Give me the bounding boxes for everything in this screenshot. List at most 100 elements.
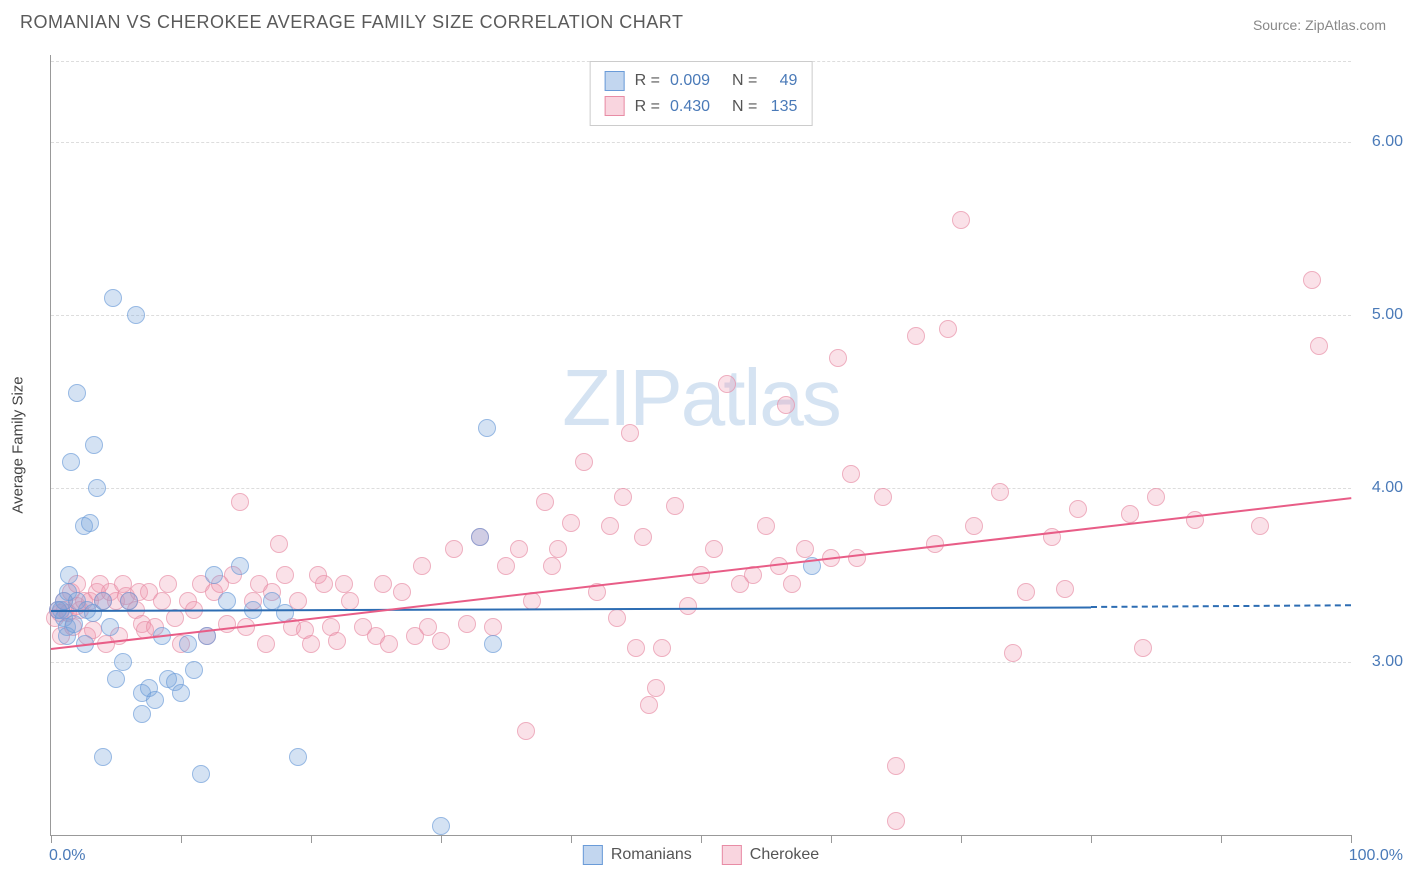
legend-r-value: 0.009 bbox=[670, 68, 710, 94]
data-point-cherokee bbox=[153, 592, 171, 610]
data-point-cherokee bbox=[335, 575, 353, 593]
legend-bottom: Romanians Cherokee bbox=[583, 845, 819, 865]
data-point-cherokee bbox=[601, 517, 619, 535]
data-point-cherokee bbox=[783, 575, 801, 593]
plot-wrapper: Average Family Size ZIPatlas R =0.009N =… bbox=[50, 55, 1350, 835]
data-point-romanians bbox=[60, 566, 78, 584]
data-point-cherokee bbox=[1069, 500, 1087, 518]
data-point-cherokee bbox=[413, 557, 431, 575]
data-point-cherokee bbox=[705, 540, 723, 558]
data-point-romanians bbox=[432, 817, 450, 835]
data-point-romanians bbox=[94, 592, 112, 610]
data-point-cherokee bbox=[445, 540, 463, 558]
data-point-cherokee bbox=[517, 722, 535, 740]
data-point-cherokee bbox=[543, 557, 561, 575]
data-point-romanians bbox=[133, 705, 151, 723]
x-tick bbox=[181, 835, 182, 843]
x-axis-min-label: 0.0% bbox=[49, 847, 85, 865]
data-point-romanians bbox=[94, 748, 112, 766]
data-point-cherokee bbox=[484, 618, 502, 636]
x-tick bbox=[831, 835, 832, 843]
x-tick bbox=[701, 835, 702, 843]
data-point-cherokee bbox=[315, 575, 333, 593]
legend-n-value: 135 bbox=[767, 94, 797, 120]
data-point-cherokee bbox=[842, 465, 860, 483]
data-point-romanians bbox=[68, 384, 86, 402]
data-point-cherokee bbox=[1303, 271, 1321, 289]
x-tick bbox=[51, 835, 52, 843]
data-point-cherokee bbox=[393, 583, 411, 601]
data-point-romanians bbox=[179, 635, 197, 653]
data-point-romanians bbox=[218, 592, 236, 610]
data-point-cherokee bbox=[887, 757, 905, 775]
data-point-romanians bbox=[114, 653, 132, 671]
data-point-cherokee bbox=[757, 517, 775, 535]
data-point-romanians bbox=[88, 479, 106, 497]
legend-n-value: 49 bbox=[767, 68, 797, 94]
data-point-cherokee bbox=[1310, 337, 1328, 355]
data-point-cherokee bbox=[627, 639, 645, 657]
legend-swatch bbox=[605, 71, 625, 91]
legend-top-row: R =0.009N =49 bbox=[605, 68, 798, 94]
data-point-cherokee bbox=[257, 635, 275, 653]
legend-n-label: N = bbox=[732, 94, 757, 120]
data-point-romanians bbox=[120, 592, 138, 610]
data-point-cherokee bbox=[1147, 488, 1165, 506]
data-point-cherokee bbox=[952, 211, 970, 229]
data-point-cherokee bbox=[1121, 505, 1139, 523]
data-point-cherokee bbox=[536, 493, 554, 511]
data-point-romanians bbox=[146, 691, 164, 709]
plot-area: ZIPatlas R =0.009N =49R =0.430N =135 0.0… bbox=[50, 55, 1351, 836]
data-point-romanians bbox=[192, 765, 210, 783]
data-point-cherokee bbox=[770, 557, 788, 575]
data-point-cherokee bbox=[848, 549, 866, 567]
data-point-cherokee bbox=[679, 597, 697, 615]
trend-line bbox=[51, 497, 1351, 650]
data-point-romanians bbox=[289, 748, 307, 766]
data-point-cherokee bbox=[1017, 583, 1035, 601]
x-tick bbox=[571, 835, 572, 843]
watermark: ZIPatlas bbox=[562, 352, 839, 444]
data-point-cherokee bbox=[458, 615, 476, 633]
data-point-cherokee bbox=[887, 812, 905, 830]
data-point-cherokee bbox=[1186, 511, 1204, 529]
data-point-cherokee bbox=[614, 488, 632, 506]
y-tick-label: 3.00 bbox=[1372, 653, 1403, 671]
source-credit: Source: ZipAtlas.com bbox=[1253, 17, 1386, 33]
data-point-cherokee bbox=[575, 453, 593, 471]
data-point-romanians bbox=[81, 514, 99, 532]
x-tick bbox=[441, 835, 442, 843]
data-point-romanians bbox=[62, 453, 80, 471]
data-point-cherokee bbox=[231, 493, 249, 511]
chart-title: ROMANIAN VS CHEROKEE AVERAGE FAMILY SIZE… bbox=[20, 12, 683, 33]
data-point-cherokee bbox=[634, 528, 652, 546]
legend-series-label: Cherokee bbox=[750, 846, 819, 864]
legend-swatch bbox=[605, 96, 625, 116]
watermark-suffix: atlas bbox=[681, 353, 840, 442]
trend-line bbox=[51, 606, 1091, 611]
gridline bbox=[51, 662, 1351, 663]
gridline bbox=[51, 142, 1351, 143]
legend-bottom-item: Cherokee bbox=[722, 845, 819, 865]
legend-top: R =0.009N =49R =0.430N =135 bbox=[590, 61, 813, 126]
data-point-cherokee bbox=[328, 632, 346, 650]
data-point-cherokee bbox=[829, 349, 847, 367]
data-point-cherokee bbox=[562, 514, 580, 532]
data-point-cherokee bbox=[939, 320, 957, 338]
x-tick bbox=[1091, 835, 1092, 843]
data-point-romanians bbox=[231, 557, 249, 575]
data-point-cherokee bbox=[991, 483, 1009, 501]
data-point-cherokee bbox=[666, 497, 684, 515]
x-tick bbox=[311, 835, 312, 843]
trend-line bbox=[1091, 604, 1351, 608]
x-tick bbox=[1351, 835, 1352, 843]
data-point-cherokee bbox=[270, 535, 288, 553]
data-point-cherokee bbox=[432, 632, 450, 650]
legend-bottom-item: Romanians bbox=[583, 845, 692, 865]
data-point-cherokee bbox=[1056, 580, 1074, 598]
data-point-cherokee bbox=[380, 635, 398, 653]
data-point-romanians bbox=[127, 306, 145, 324]
data-point-cherokee bbox=[166, 609, 184, 627]
data-point-romanians bbox=[172, 684, 190, 702]
data-point-cherokee bbox=[907, 327, 925, 345]
